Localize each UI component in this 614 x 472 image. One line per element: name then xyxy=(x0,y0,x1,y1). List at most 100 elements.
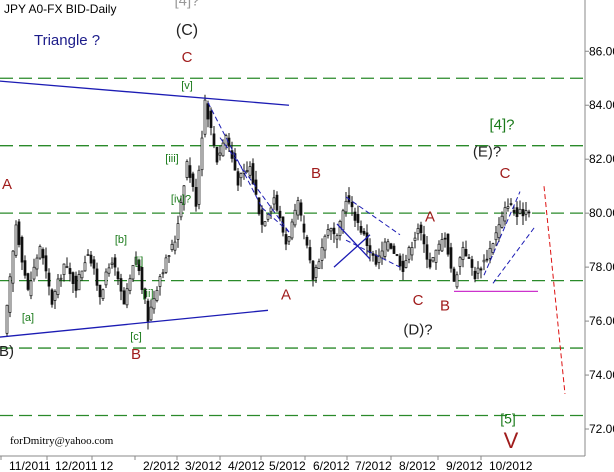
candle-body xyxy=(149,306,153,321)
candle-body xyxy=(200,137,204,171)
candle-body xyxy=(5,304,9,334)
candle-body xyxy=(506,206,510,209)
candle-body xyxy=(419,224,423,234)
channel-line xyxy=(261,207,290,233)
candle-body xyxy=(74,275,78,291)
candle-body xyxy=(275,194,279,211)
candle-body xyxy=(233,153,237,171)
candle-body xyxy=(305,236,309,246)
candle-body xyxy=(137,259,141,271)
candle-body xyxy=(32,266,36,280)
wave-label: [iii] xyxy=(165,153,178,165)
candle-body xyxy=(41,249,45,259)
candle-body xyxy=(188,165,192,178)
wave-label: A xyxy=(425,208,435,225)
candle-body xyxy=(509,203,513,205)
x-tick-label: 11/2011 xyxy=(9,459,51,472)
candle-body xyxy=(311,260,315,280)
x-tick-label: 9/2012 xyxy=(446,459,483,472)
channel-line xyxy=(207,102,263,208)
candle-body xyxy=(239,173,243,179)
candle-body xyxy=(383,241,387,257)
wave-label: (D)? xyxy=(403,322,432,339)
channel-line xyxy=(345,196,401,236)
candle-body xyxy=(431,257,435,262)
candle-body xyxy=(14,224,18,256)
candle-body xyxy=(122,290,126,305)
candle-body xyxy=(473,270,477,280)
candle-body xyxy=(371,253,375,256)
candle-body xyxy=(173,241,177,251)
trend-line xyxy=(336,223,371,260)
candle-body xyxy=(413,237,417,241)
candle-body xyxy=(203,99,207,135)
x-tick-label: 6/2012 xyxy=(313,459,350,472)
channel-line xyxy=(345,239,401,268)
candle-body xyxy=(257,197,261,215)
candle-body xyxy=(521,209,525,217)
candle-body xyxy=(365,232,369,246)
candle-body xyxy=(503,207,507,222)
candle-body xyxy=(44,255,48,272)
candle-body xyxy=(359,226,363,233)
candle-body xyxy=(221,142,225,157)
candle-body xyxy=(458,257,462,267)
candle-body xyxy=(80,270,84,279)
candle-body xyxy=(101,289,105,300)
wave-label: (C) xyxy=(176,22,198,39)
candle-body xyxy=(278,210,282,219)
candle-body xyxy=(128,278,132,291)
candle-body xyxy=(35,257,39,270)
candle-body xyxy=(68,268,72,275)
candle-body xyxy=(164,257,168,273)
candle-body xyxy=(443,237,447,240)
candle-body xyxy=(86,254,90,256)
wave-label: [b] xyxy=(115,234,127,246)
candle-body xyxy=(38,246,42,259)
candle-body xyxy=(107,267,111,274)
candle-body xyxy=(146,300,150,322)
candle-body xyxy=(476,267,480,274)
wave-label: [c] xyxy=(130,331,142,343)
candle-body xyxy=(209,110,213,128)
candle-body xyxy=(401,260,405,272)
candle-body xyxy=(50,289,54,305)
candle-body xyxy=(215,146,219,163)
wave-label: (B) xyxy=(0,343,14,360)
channel-line xyxy=(483,191,521,276)
candle-body xyxy=(488,248,492,259)
candle-body xyxy=(314,267,318,278)
x-tick-label: 10/2012 xyxy=(489,459,533,472)
wave-label: A xyxy=(2,176,12,193)
candles xyxy=(5,94,531,338)
candle-body xyxy=(494,232,498,241)
candle-body xyxy=(425,244,429,260)
candle-body xyxy=(185,161,189,178)
candle-body xyxy=(77,274,81,291)
candle-body xyxy=(98,284,102,298)
wave-label: [a] xyxy=(22,312,34,324)
candle-body xyxy=(263,221,267,227)
wave-label: [v] xyxy=(181,80,193,92)
candle-body xyxy=(497,224,501,238)
y-tick-label: 78.00 xyxy=(589,260,614,274)
candle-body xyxy=(191,173,195,187)
candle-body xyxy=(218,152,222,156)
wave-label: [ii] xyxy=(143,288,154,300)
candle-body xyxy=(143,288,147,299)
candle-body xyxy=(65,266,69,268)
x-tick-label: 7/2012 xyxy=(355,459,392,472)
candle-body xyxy=(284,234,288,245)
wave-label: B xyxy=(311,165,321,182)
candle-body xyxy=(134,256,138,265)
candle-body xyxy=(299,202,303,216)
candle-body xyxy=(398,255,402,267)
candle-body xyxy=(155,290,159,301)
y-tick-label: 84.00 xyxy=(589,98,614,112)
trend-lines xyxy=(0,80,566,394)
candle-body xyxy=(377,255,381,263)
candle-body xyxy=(89,254,93,264)
candle-body xyxy=(182,185,186,205)
candle-body xyxy=(323,235,327,251)
candle-body xyxy=(392,245,396,254)
